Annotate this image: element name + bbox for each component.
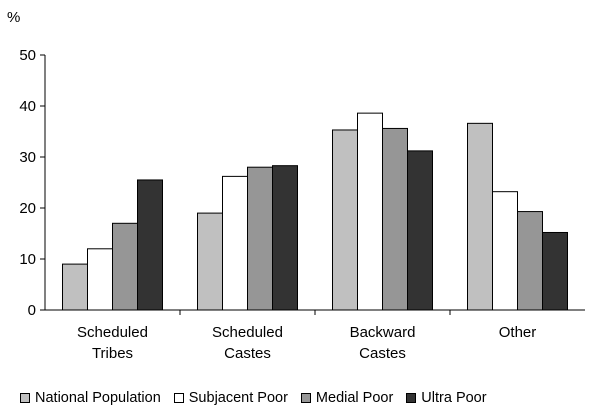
legend-swatch-subjacent-poor bbox=[173, 393, 184, 403]
bar-ultra-poor bbox=[272, 165, 298, 311]
y-tick-label: 30 bbox=[19, 149, 36, 166]
x-category-label: Backward Castes bbox=[350, 324, 416, 362]
legend-label-national-population: National Population bbox=[35, 390, 161, 406]
bar-medial-poor bbox=[517, 211, 543, 311]
bar-subjacent-poor bbox=[87, 248, 113, 311]
bar-medial-poor bbox=[112, 222, 138, 311]
legend-item-ultra-poor: Ultra Poor bbox=[406, 390, 487, 406]
bar-ultra-poor bbox=[137, 179, 163, 311]
legend-item-subjacent-poor: Subjacent Poor bbox=[173, 390, 288, 406]
x-category-label: Other bbox=[499, 324, 537, 341]
bar-ultra-poor bbox=[407, 150, 433, 311]
x-category-label: Scheduled Tribes bbox=[77, 324, 148, 362]
legend-label-subjacent-poor: Subjacent Poor bbox=[188, 390, 288, 406]
bar-national-population bbox=[62, 263, 88, 311]
legend-item-medial-poor: Medial Poor bbox=[300, 390, 394, 406]
legend-label-medial-poor: Medial Poor bbox=[315, 390, 394, 406]
bar-national-population bbox=[467, 122, 493, 311]
y-tick-label: 40 bbox=[19, 98, 36, 115]
bar-ultra-poor bbox=[542, 231, 568, 311]
bar-subjacent-poor bbox=[492, 191, 518, 311]
bar-subjacent-poor bbox=[222, 175, 248, 311]
x-category-label: Scheduled Castes bbox=[212, 324, 283, 362]
legend-swatch-ultra-poor bbox=[406, 393, 417, 403]
y-tick-label: 20 bbox=[19, 200, 36, 217]
y-tick-label: 0 bbox=[28, 302, 36, 319]
chart-legend: National Population Subjacent Poor Media… bbox=[20, 390, 500, 406]
legend-swatch-medial-poor bbox=[300, 393, 311, 403]
y-axis-unit-label: % bbox=[7, 9, 21, 26]
legend-swatch-national-population bbox=[20, 393, 30, 403]
y-tick-label: 50 bbox=[19, 47, 36, 64]
legend-item-national-population: National Population bbox=[20, 390, 161, 406]
bar-national-population bbox=[332, 129, 358, 311]
bar-chart: 0 10 20 30 40 50 Scheduled Tribes Scheduled Caste… bbox=[19, 47, 585, 362]
bar-medial-poor bbox=[382, 127, 408, 311]
bar-medial-poor bbox=[247, 166, 273, 311]
legend-label-ultra-poor: Ultra Poor bbox=[421, 390, 487, 406]
y-tick-label: 10 bbox=[19, 251, 36, 268]
bar-subjacent-poor bbox=[357, 112, 383, 311]
bar-national-population bbox=[197, 212, 223, 311]
